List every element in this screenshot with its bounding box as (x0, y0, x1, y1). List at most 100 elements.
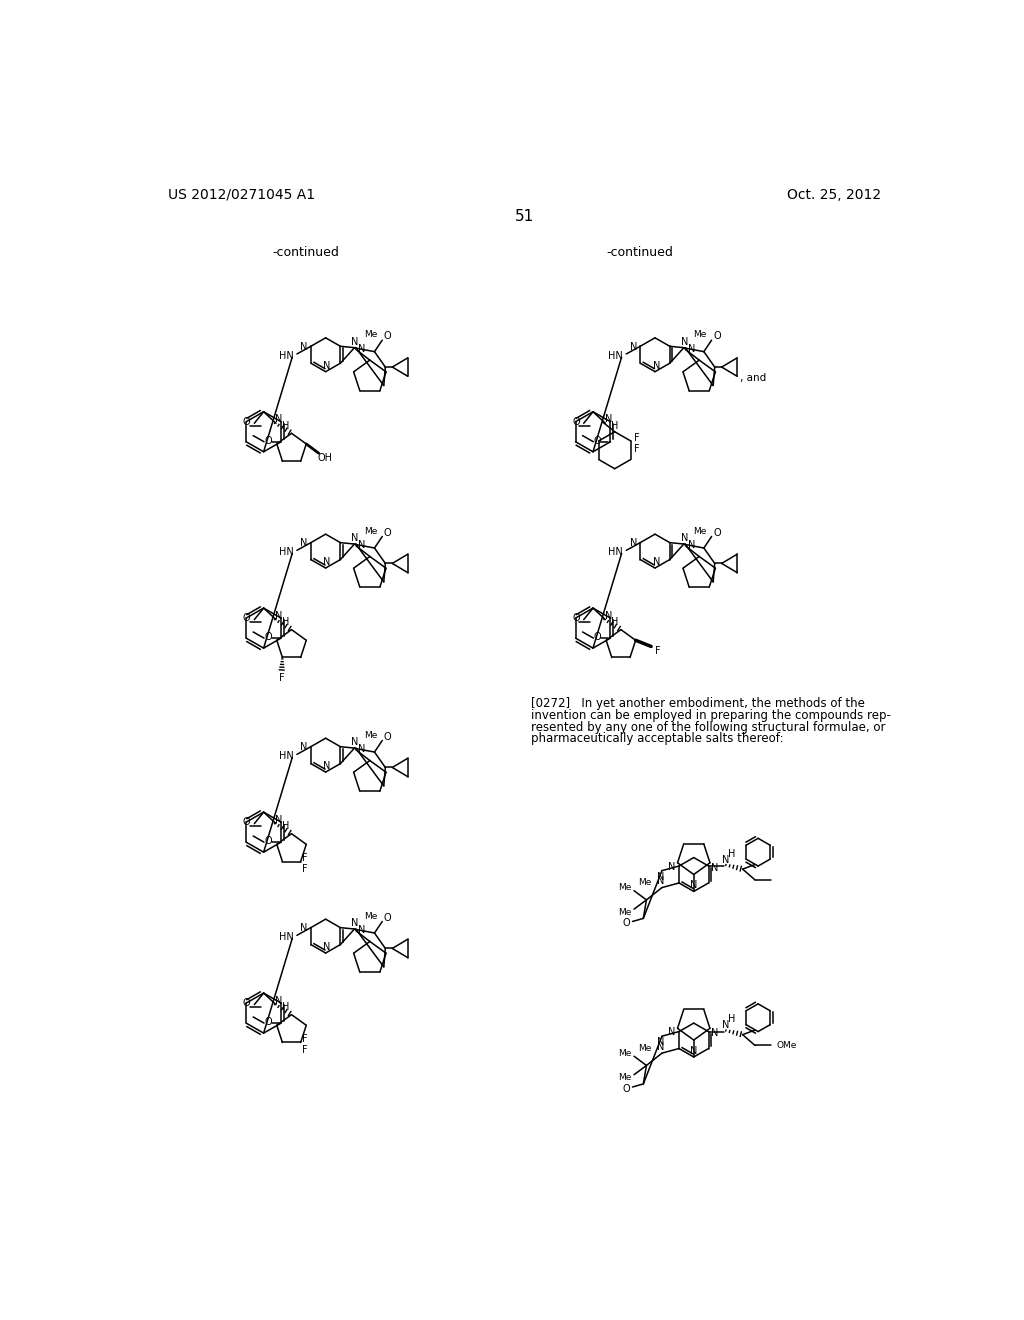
Text: O: O (714, 528, 721, 537)
Text: O: O (594, 436, 601, 446)
Text: F: F (302, 1035, 308, 1044)
Text: OMe: OMe (777, 1041, 797, 1049)
Text: HN: HN (279, 932, 294, 942)
Text: O: O (714, 331, 721, 342)
Text: [0272]   In yet another embodiment, the methods of the: [0272] In yet another embodiment, the me… (531, 697, 865, 710)
Text: O: O (264, 1018, 271, 1027)
Text: N: N (275, 611, 283, 620)
Text: N: N (653, 557, 660, 566)
Text: N: N (275, 814, 283, 825)
Text: N: N (358, 343, 366, 354)
Text: N: N (690, 1045, 697, 1056)
Text: US 2012/0271045 A1: US 2012/0271045 A1 (168, 187, 315, 202)
Text: O: O (384, 912, 391, 923)
Text: N: N (324, 360, 331, 371)
Text: N: N (351, 533, 358, 543)
Text: N: N (688, 343, 695, 354)
Text: O: O (264, 436, 271, 446)
Text: N: N (630, 539, 637, 548)
Text: HN: HN (279, 351, 294, 360)
Text: -continued: -continued (272, 246, 340, 259)
Text: Me: Me (618, 908, 632, 916)
Text: -continued: -continued (606, 246, 673, 259)
Text: O: O (384, 331, 391, 342)
Text: Me: Me (638, 1044, 651, 1053)
Text: N: N (358, 744, 366, 754)
Text: N: N (300, 742, 307, 752)
Text: N: N (690, 880, 697, 890)
Text: OH: OH (317, 453, 333, 463)
Text: pharmaceutically acceptable salts thereof:: pharmaceutically acceptable salts thereo… (531, 733, 783, 744)
Text: N: N (656, 876, 665, 887)
Text: resented by any one of the following structural formulae, or: resented by any one of the following str… (531, 721, 886, 734)
Text: F: F (279, 672, 285, 682)
Text: N: N (653, 360, 660, 371)
Text: N: N (324, 760, 331, 771)
Text: H: H (282, 1002, 289, 1012)
Text: O: O (384, 731, 391, 742)
Text: N: N (681, 337, 688, 347)
Text: N: N (669, 862, 676, 871)
Text: N: N (656, 1041, 665, 1052)
Text: H: H (611, 616, 618, 627)
Text: N: N (688, 540, 695, 550)
Text: N: N (656, 1038, 665, 1047)
Text: Me: Me (364, 731, 377, 739)
Text: H: H (282, 616, 289, 627)
Text: N: N (722, 855, 729, 865)
Text: N: N (681, 533, 688, 543)
Text: HN: HN (279, 751, 294, 760)
Text: N: N (711, 862, 719, 873)
Text: F: F (302, 1045, 308, 1055)
Text: Me: Me (638, 879, 651, 887)
Text: N: N (669, 1027, 676, 1038)
Text: O: O (243, 417, 251, 426)
Text: 51: 51 (515, 209, 535, 223)
Text: N: N (630, 342, 637, 352)
Text: O: O (264, 837, 271, 846)
Text: Me: Me (693, 330, 707, 339)
Text: N: N (351, 917, 358, 928)
Text: O: O (623, 917, 630, 928)
Text: O: O (572, 417, 580, 426)
Text: N: N (324, 557, 331, 566)
Text: N: N (275, 995, 283, 1006)
Text: F: F (654, 645, 660, 656)
Text: N: N (324, 942, 331, 952)
Text: O: O (243, 998, 251, 1008)
Text: HN: HN (608, 351, 623, 360)
Text: Oct. 25, 2012: Oct. 25, 2012 (787, 187, 882, 202)
Text: O: O (243, 612, 251, 623)
Text: N: N (711, 1028, 719, 1038)
Text: H: H (282, 421, 289, 430)
Text: N: N (300, 539, 307, 548)
Text: invention can be employed in preparing the compounds rep-: invention can be employed in preparing t… (531, 709, 891, 722)
Text: N: N (722, 1020, 729, 1031)
Text: O: O (623, 1084, 630, 1093)
Text: O: O (264, 632, 271, 643)
Text: H: H (728, 849, 735, 859)
Text: N: N (351, 337, 358, 347)
Text: F: F (302, 865, 308, 874)
Text: N: N (300, 924, 307, 933)
Text: Me: Me (364, 330, 377, 339)
Text: Me: Me (618, 883, 632, 892)
Text: O: O (384, 528, 391, 537)
Text: Me: Me (693, 527, 707, 536)
Text: N: N (351, 737, 358, 747)
Text: N: N (358, 925, 366, 935)
Text: O: O (594, 632, 601, 643)
Text: HN: HN (279, 546, 294, 557)
Text: N: N (605, 611, 612, 620)
Text: N: N (275, 414, 283, 425)
Text: H: H (728, 1014, 735, 1024)
Text: , and: , and (740, 372, 767, 383)
Text: N: N (300, 342, 307, 352)
Text: N: N (605, 414, 612, 425)
Text: Me: Me (618, 1073, 632, 1082)
Text: F: F (634, 444, 640, 454)
Text: HN: HN (608, 546, 623, 557)
Text: Me: Me (364, 527, 377, 536)
Text: H: H (611, 421, 618, 430)
Text: H: H (282, 821, 289, 832)
